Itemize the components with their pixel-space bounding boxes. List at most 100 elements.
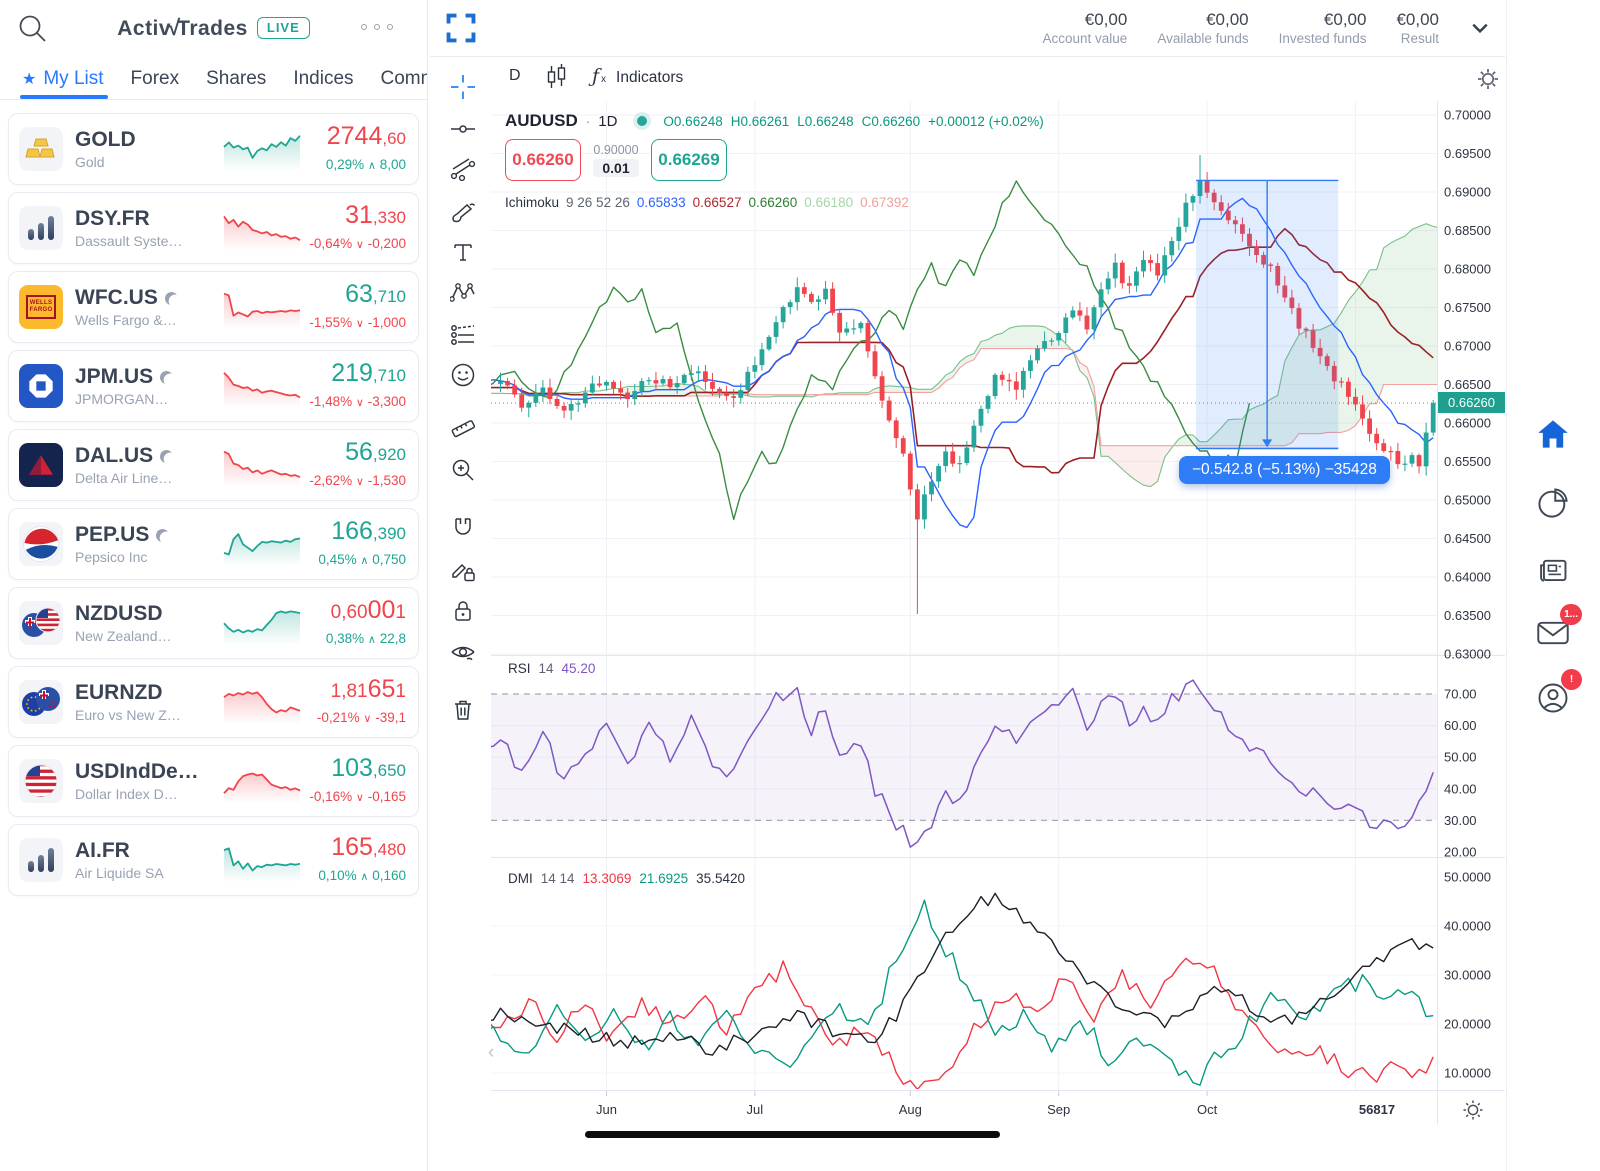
account-button[interactable]: ! bbox=[1530, 669, 1582, 721]
chase-logo bbox=[29, 374, 53, 398]
account-stats: €0,00 Account value €0,00 Available funds €0… bbox=[1043, 10, 1440, 46]
axis-tick-label: 30.00 bbox=[1444, 813, 1477, 828]
chevron-down-icon[interactable] bbox=[1471, 22, 1489, 34]
watchlist-item-wfcus[interactable]: WELLS FARGO WFC.US Wells Fargo &… 63,710 -1,5… bbox=[8, 271, 419, 343]
axis-tick-label: Sep bbox=[1047, 1102, 1070, 1117]
watchlist-item-dalus[interactable]: DAL.US Delta Air Line… 56,920 -2,62% ∨ -1,5… bbox=[8, 429, 419, 501]
instrument-change: -1,48% ∨ -3,300 bbox=[309, 394, 406, 409]
instrument-change: -0,64% ∨ -0,200 bbox=[309, 236, 406, 251]
instrument-change: -0,16% ∨ -0,165 bbox=[309, 789, 406, 804]
instrument-name: Gold bbox=[75, 154, 105, 170]
more-menu-icon[interactable] bbox=[361, 24, 393, 30]
wells-fargo-logo: WELLS FARGO bbox=[25, 295, 57, 319]
home-indicator[interactable] bbox=[585, 1131, 1000, 1138]
trash-tool-icon[interactable] bbox=[447, 694, 479, 726]
account-stat: €0,00 Result bbox=[1396, 10, 1439, 46]
sell-button[interactable]: 0.66260 bbox=[505, 139, 581, 181]
tab-my-list[interactable]: ★ My List bbox=[22, 67, 104, 89]
watchlist-item-usdindde[interactable]: USDIndDe… Dollar Index D… 103,650 -0,16% ∨ … bbox=[8, 745, 419, 817]
watchlist-item-jpmus[interactable]: JPM.US JPMORGAN… 219,710 -1,48% ∨ -3,300 bbox=[8, 350, 419, 422]
brand-logo: Activ√Trades LIVE bbox=[0, 15, 427, 41]
instrument-symbol: DSY.FR bbox=[75, 207, 150, 230]
instrument-change: -2,62% ∨ -1,530 bbox=[309, 473, 406, 488]
instrument-name: Dassault Syste… bbox=[75, 233, 183, 249]
search-icon[interactable] bbox=[16, 12, 50, 46]
chart-type-icon[interactable] bbox=[546, 63, 568, 96]
crosshair-tool-icon[interactable] bbox=[447, 71, 479, 103]
forecast-tool-icon[interactable] bbox=[447, 319, 479, 351]
instrument-price: 219,710 bbox=[331, 359, 406, 387]
tab-indices[interactable]: Indices bbox=[293, 67, 354, 89]
lock-tool-icon[interactable] bbox=[447, 595, 479, 627]
sparkline bbox=[223, 372, 301, 408]
axis-tick-label: 0.64000 bbox=[1444, 570, 1491, 585]
live-badge: LIVE bbox=[256, 17, 310, 39]
account-bar: €0,00 Account value €0,00 Available funds €0… bbox=[430, 0, 1505, 57]
drawing-lock-tool-icon[interactable] bbox=[447, 554, 479, 586]
messages-badge: 1... bbox=[1560, 604, 1582, 625]
timeframe-button[interactable]: D bbox=[509, 67, 521, 84]
axis-tick-label: 20.0000 bbox=[1444, 1017, 1491, 1032]
buy-button[interactable]: 0.66269 bbox=[651, 139, 727, 181]
watchlist-tabs: ★My List Forex Shares Indices Comm bbox=[0, 58, 427, 100]
watchlist-item-pepus[interactable]: PEP.US Pepsico Inc 166,390 0,45% ∧ 0,750 bbox=[8, 508, 419, 580]
axis-tick-label: 0.69000 bbox=[1444, 185, 1491, 200]
tab-comm[interactable]: Comm bbox=[380, 67, 427, 89]
market-status-dot bbox=[637, 116, 648, 126]
zoom-in-tool-icon[interactable] bbox=[447, 454, 479, 486]
instrument-symbol: USDIndDe… bbox=[75, 760, 199, 783]
watchlist-item-nzdusd[interactable]: NZDUSD New Zealand… 0,60001 0,38% ∧ 22,8 bbox=[8, 587, 419, 659]
portfolio-button[interactable] bbox=[1530, 480, 1576, 526]
ichimoku-legend[interactable]: Ichimoku 9 26 52 26 0.65833 0.66527 0.66… bbox=[505, 195, 909, 210]
fib-tool-icon[interactable] bbox=[447, 153, 479, 185]
brush-tool-icon[interactable] bbox=[447, 197, 479, 229]
chart-symbol[interactable]: AUDUSD bbox=[505, 111, 578, 130]
watchlist-item-aifr[interactable]: AI.FR Air Liquide SA 165,480 0,10% ∧ 0,160 bbox=[8, 824, 419, 896]
star-icon: ★ bbox=[22, 70, 37, 88]
news-button[interactable] bbox=[1530, 548, 1576, 594]
instrument-name: Wells Fargo &… bbox=[75, 312, 177, 328]
chart-settings-icon[interactable] bbox=[1477, 68, 1499, 95]
us-flag-icon bbox=[24, 764, 58, 798]
ruler-tool-icon[interactable] bbox=[447, 412, 479, 444]
watchlist-sidebar: Activ√Trades LIVE ★ My List Forex Shares Ind… bbox=[0, 0, 428, 1171]
instrument-change: -0,21% ∨ -39,1 bbox=[316, 710, 406, 725]
messages-button[interactable]: 1... bbox=[1530, 604, 1582, 656]
instrument-symbol: WFC.US bbox=[75, 286, 215, 310]
spread-value: 0.01 bbox=[593, 159, 639, 177]
tab-forex[interactable]: Forex bbox=[130, 67, 180, 89]
axis-tick-label: 0.70000 bbox=[1444, 108, 1491, 123]
pattern-tool-icon[interactable] bbox=[447, 277, 479, 309]
watchlist-item-gold[interactable]: GOLD Gold 2744,60 0,29% ∧ 8,00 bbox=[8, 113, 419, 185]
emoji-tool-icon[interactable] bbox=[447, 359, 479, 391]
pane-collapse-chevron[interactable]: ‹ bbox=[488, 1042, 495, 1063]
home-button[interactable] bbox=[1530, 411, 1576, 457]
market-closed-moon-icon bbox=[155, 528, 170, 543]
instrument-name: Delta Air Line… bbox=[75, 470, 173, 486]
fullscreen-icon[interactable] bbox=[444, 11, 480, 47]
watchlist-item-eurnzd[interactable]: EURNZD Euro vs New Z… 1,81651 -0,21% ∨ -39,… bbox=[8, 666, 419, 738]
ohlc-change: +0.00012 (+0.02%) bbox=[928, 113, 1044, 129]
sparkline bbox=[223, 215, 301, 250]
chart-period[interactable]: 1D bbox=[598, 112, 618, 130]
instrument-price: 1,81651 bbox=[330, 675, 406, 703]
rsi-legend[interactable]: RSI 14 45.20 bbox=[508, 661, 596, 676]
watchlist-item-dsyfr[interactable]: DSY.FR Dassault Syste… 31,330 -0,64% ∨ -0,2… bbox=[8, 192, 419, 264]
sparkline bbox=[223, 533, 301, 566]
display-settings-icon[interactable] bbox=[1462, 1099, 1484, 1126]
axis-tick-label: Oct bbox=[1197, 1102, 1218, 1117]
tab-shares[interactable]: Shares bbox=[206, 67, 267, 89]
axis-tick-label: 0.68000 bbox=[1444, 262, 1491, 277]
axis-tick-label: 0.65000 bbox=[1444, 493, 1491, 508]
dmi-legend[interactable]: DMI 14 14 13.3069 21.6925 35.5420 bbox=[508, 871, 745, 886]
trend-line-tool-icon[interactable] bbox=[447, 113, 479, 145]
axis-tick-label: Jul bbox=[747, 1102, 764, 1117]
instrument-icon bbox=[19, 206, 63, 250]
current-price-tag: 0.66260 bbox=[1438, 392, 1505, 413]
magnet-tool-icon[interactable] bbox=[447, 512, 479, 544]
hide-drawings-tool-icon[interactable] bbox=[447, 637, 479, 669]
spread-high: 0.90000 bbox=[593, 143, 639, 157]
text-tool-icon[interactable] bbox=[447, 236, 479, 268]
